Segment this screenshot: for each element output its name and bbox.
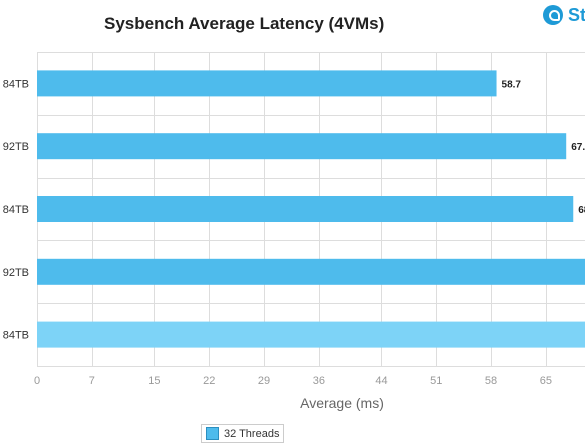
category-label: 84TB — [3, 204, 29, 216]
legend-label: 32 Threads — [224, 427, 280, 440]
tick-label: 44 — [375, 375, 387, 387]
logo-text: St — [568, 4, 585, 25]
category-axis: 84TB 92TB 84TB 92TB 84TB — [3, 78, 29, 341]
value-axis: 0 7 15 22 29 36 44 51 58 65 — [34, 375, 552, 387]
category-label: 84TB — [3, 330, 29, 342]
data-labels: 58.767.668.57 — [502, 79, 585, 216]
bar[interactable] — [37, 70, 497, 97]
data-label: 68.5 — [578, 205, 585, 216]
category-label: 92TB — [3, 141, 29, 153]
bar[interactable] — [37, 258, 585, 285]
tick-label: 36 — [313, 375, 325, 387]
tick-label: 15 — [148, 375, 160, 387]
chart-title: Sysbench Average Latency (4VMs) — [104, 14, 385, 33]
tick-label: 58 — [485, 375, 497, 387]
tick-label: 51 — [430, 375, 442, 387]
tick-label: 22 — [203, 375, 215, 387]
category-label: 84TB — [3, 78, 29, 90]
tick-label: 29 — [258, 375, 270, 387]
bar[interactable] — [37, 196, 574, 222]
x-axis-label: Average (ms) — [300, 395, 384, 411]
tick-label: 7 — [89, 375, 95, 387]
brand-logo: St — [543, 4, 585, 26]
bar[interactable] — [37, 321, 585, 348]
category-label: 92TB — [3, 267, 29, 279]
bar[interactable] — [37, 133, 567, 160]
bars — [37, 70, 585, 348]
logo-icon — [543, 5, 563, 25]
data-label: 58.7 — [502, 79, 522, 90]
legend-swatch — [206, 427, 219, 440]
legend[interactable]: 32 Threads — [201, 424, 285, 443]
tick-label: 65 — [540, 375, 552, 387]
tick-label: 0 — [34, 375, 40, 387]
data-label: 67.6 — [571, 142, 585, 153]
